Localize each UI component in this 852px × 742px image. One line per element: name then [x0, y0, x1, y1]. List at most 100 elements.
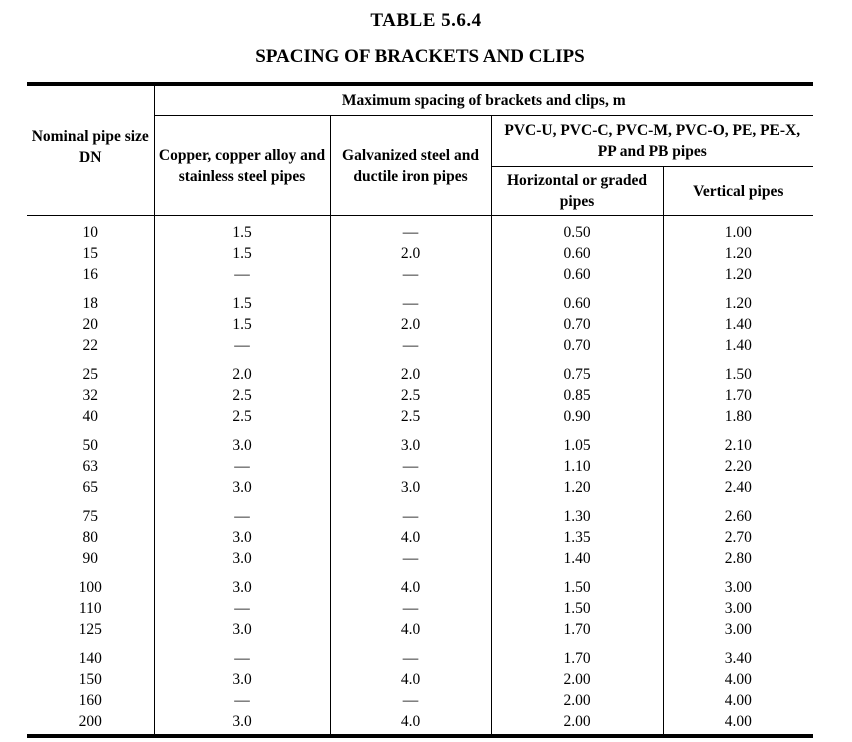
cell-vertical: 1.20: [724, 266, 752, 283]
table-row: 200 3.0 4.0 2.00 4.00: [27, 711, 813, 738]
header-pvc-group: PVC-U, PVC-C, PVC-M, PVC-O, PE, PE-X, PP…: [491, 115, 813, 167]
cell-copper: —: [154, 640, 331, 669]
cell-copper: 3.0: [154, 548, 331, 569]
cell-nominal-size: 65: [27, 477, 155, 498]
cell-nominal-size: 20: [27, 314, 155, 335]
cell-copper: 3.0: [154, 569, 331, 598]
cell-copper: —: [154, 498, 331, 527]
cell-galvanized: —: [330, 456, 492, 477]
table-body: 10 1.5—0.50 1.00 15 1.5 2.0 0.60 1.20 16— —0.60 1.…: [27, 215, 813, 738]
table-row: 40 2.5 2.5 0.90 1.80: [27, 406, 813, 427]
cell-nominal-size: 125: [27, 619, 155, 640]
cell-nominal-size: 40: [27, 406, 155, 427]
cell-copper: 2.0: [154, 356, 331, 385]
cell-vertical: 2.80: [724, 550, 752, 567]
cell-galvanized: —: [330, 598, 492, 619]
cell-horizontal: 1.70: [491, 619, 664, 640]
cell-copper: 1.5: [154, 314, 331, 335]
cell-horizontal: 0.60: [491, 264, 664, 285]
cell-galvanized: 3.0: [330, 477, 492, 498]
cell-nominal-size: 100: [27, 569, 155, 598]
table-row: 18 1.5—0.60 1.20: [27, 285, 813, 314]
cell-nominal-size: 150: [27, 669, 155, 690]
cell-horizontal: 0.60: [491, 243, 664, 264]
cell-nominal-size: 75: [27, 498, 155, 527]
cell-nominal-size: 22: [27, 335, 155, 356]
cell-vertical: 4.00: [724, 692, 752, 709]
table-row: 10 1.5—0.50 1.00: [27, 215, 813, 243]
cell-vertical: 1.50: [724, 366, 752, 383]
header-nominal-size: Nominal pipe size DN: [27, 82, 155, 216]
header-copper: Copper, copper alloy and stainless steel…: [154, 115, 331, 216]
cell-horizontal: 1.70: [491, 640, 664, 669]
table-row: 16— —0.60 1.20: [27, 264, 813, 285]
table-row: 15 1.5 2.0 0.60 1.20: [27, 243, 813, 264]
cell-nominal-size: 18: [27, 285, 155, 314]
cell-vertical: 3.40: [724, 650, 752, 667]
cell-galvanized: —: [330, 498, 492, 527]
cell-horizontal: 1.30: [491, 498, 664, 527]
cell-horizontal: 1.05: [491, 427, 664, 456]
cell-horizontal: 1.50: [491, 598, 664, 619]
cell-galvanized: —: [330, 335, 492, 356]
table-title: SPACING OF BRACKETS AND CLIPS: [255, 46, 585, 67]
table-row: 100 3.0 4.0 1.50 3.00: [27, 569, 813, 598]
cell-horizontal: 0.75: [491, 356, 664, 385]
cell-copper: 3.0: [154, 711, 331, 738]
table-row: 25 2.0 2.0 0.75 1.50: [27, 356, 813, 385]
cell-vertical: 1.20: [724, 295, 752, 312]
cell-vertical: 1.20: [724, 245, 752, 262]
cell-galvanized: 2.0: [330, 356, 492, 385]
cell-nominal-size: 90: [27, 548, 155, 569]
cell-horizontal: 0.85: [491, 385, 664, 406]
cell-copper: —: [154, 598, 331, 619]
cell-galvanized: 2.0: [330, 243, 492, 264]
cell-copper: 3.0: [154, 669, 331, 690]
cell-horizontal: 0.70: [491, 335, 664, 356]
cell-vertical: 2.40: [724, 479, 752, 496]
cell-horizontal: 0.60: [491, 285, 664, 314]
cell-nominal-size: 160: [27, 690, 155, 711]
cell-vertical: 2.60: [724, 508, 752, 525]
table-row: 125 3.0 4.0 1.70 3.00: [27, 619, 813, 640]
table-row: 80 3.0 4.0 1.35 2.70: [27, 527, 813, 548]
cell-vertical: 1.00: [724, 224, 752, 241]
cell-galvanized: —: [330, 285, 492, 314]
cell-copper: 1.5: [154, 285, 331, 314]
cell-galvanized: —: [330, 690, 492, 711]
cell-vertical: 1.40: [724, 316, 752, 333]
header-vertical: Vertical pipes: [663, 166, 813, 216]
header-max-spacing: Maximum spacing of brackets and clips, m: [154, 82, 813, 116]
cell-vertical: 2.20: [724, 458, 752, 475]
cell-copper: 1.5: [154, 243, 331, 264]
cell-copper: 2.5: [154, 385, 331, 406]
cell-vertical: 4.00: [663, 711, 813, 738]
cell-horizontal: 1.50: [491, 569, 664, 598]
table-row: 90 3.0—1.40 2.80: [27, 548, 813, 569]
cell-nominal-size: 80: [27, 527, 155, 548]
cell-galvanized: 4.0: [330, 527, 492, 548]
table-row: 32 2.5 2.5 0.85 1.70: [27, 385, 813, 406]
spacing-table: Nominal pipe size DN Maximum spacing of …: [27, 82, 813, 738]
cell-horizontal: 2.00: [491, 690, 664, 711]
cell-copper: 3.0: [154, 477, 331, 498]
cell-vertical: 1.40: [724, 337, 752, 354]
table-row: 110— —1.50 3.00: [27, 598, 813, 619]
cell-vertical: 1.80: [724, 408, 752, 425]
cell-nominal-size: 15: [27, 243, 155, 264]
table-row: 140— —1.70 3.40: [27, 640, 813, 669]
cell-horizontal: 2.00: [491, 711, 664, 738]
cell-copper: 2.5: [154, 406, 331, 427]
cell-horizontal: 1.35: [491, 527, 664, 548]
cell-copper: —: [154, 335, 331, 356]
cell-copper: 3.0: [154, 619, 331, 640]
cell-nominal-size: 10: [27, 215, 155, 243]
cell-galvanized: 2.5: [330, 385, 492, 406]
table-row: 160— —2.00 4.00: [27, 690, 813, 711]
table-row: 150 3.0 4.0 2.00 4.00: [27, 669, 813, 690]
cell-nominal-size: 140: [27, 640, 155, 669]
cell-copper: 3.0: [154, 427, 331, 456]
cell-horizontal: 0.70: [491, 314, 664, 335]
cell-nominal-size: 50: [27, 427, 155, 456]
cell-horizontal: 1.20: [491, 477, 664, 498]
